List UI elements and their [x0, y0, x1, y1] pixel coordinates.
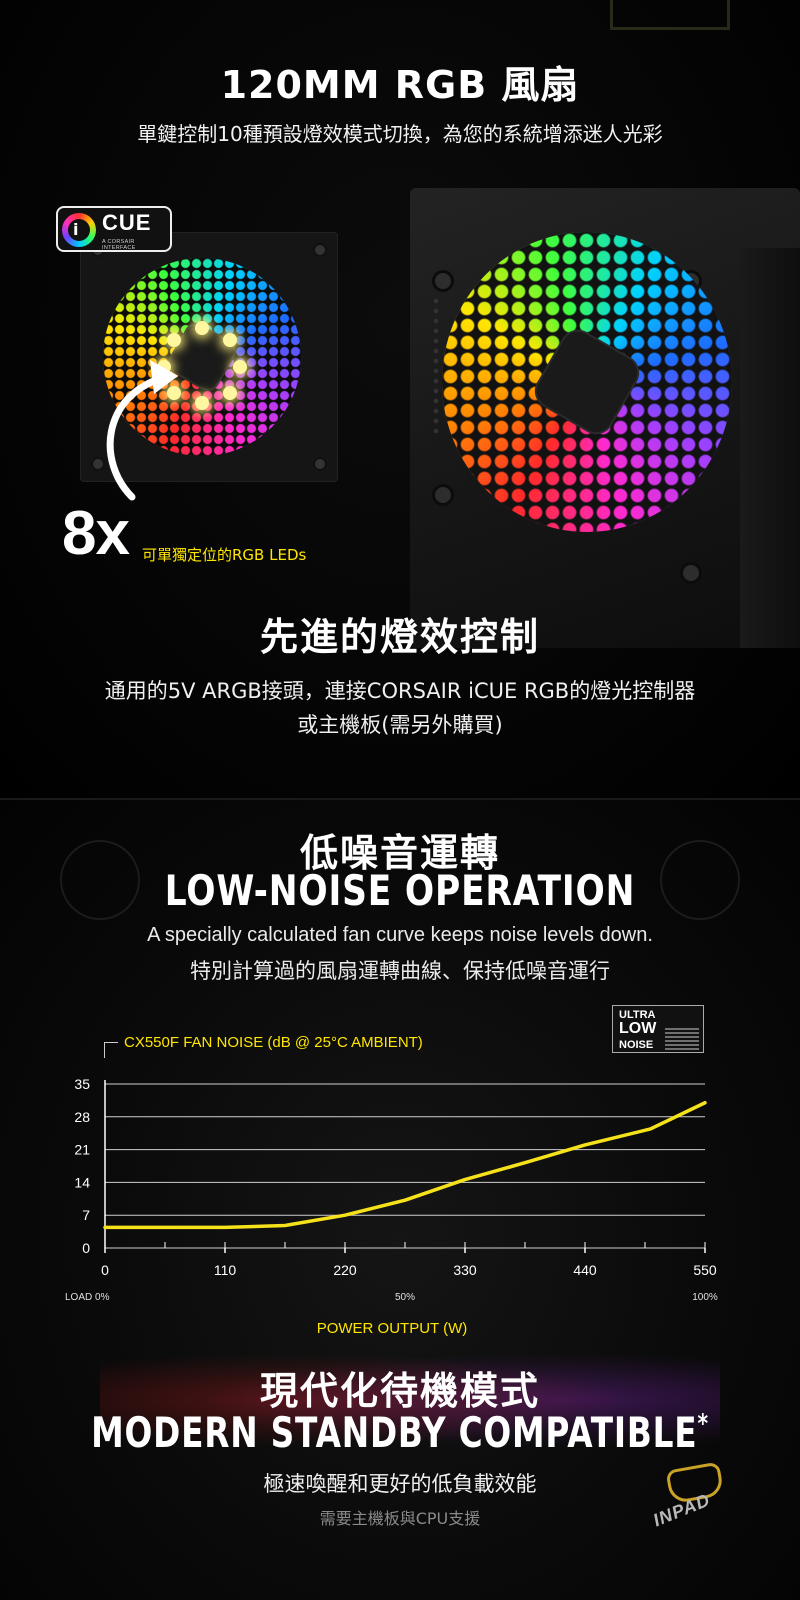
x-tick-label: 330	[453, 1262, 477, 1278]
psu-vents	[432, 296, 440, 436]
led-dot-icon	[167, 386, 181, 400]
x-tick-label: 110	[214, 1262, 237, 1278]
noise-bars-icon	[665, 1028, 699, 1050]
led-dot-icon	[195, 396, 209, 410]
low-noise-title-zh: 低噪音運轉	[299, 831, 500, 875]
y-tick-label: 35	[74, 1076, 90, 1092]
load-label: 100%	[692, 1292, 718, 1303]
small-rgb-fan	[103, 258, 301, 456]
low-noise-title-en: LOW-NOISE OPERATION	[164, 866, 636, 915]
standby-title-zh: 現代化待機模式	[259, 1369, 540, 1413]
screw-icon	[91, 457, 105, 471]
standby-desc: 極速喚醒和更好的低負載效能	[263, 1472, 537, 1496]
led-dot-icon	[195, 321, 209, 335]
fan-noise-chart: 0 7 14 21 28 35 0 110 220 330 440 550 LOAD 0% 50% 100%	[65, 1076, 718, 1303]
low-noise-desc-en: A specially calculated fan curve keeps n…	[147, 924, 653, 946]
standby-note: 需要主機板與CPU支援	[319, 1509, 481, 1528]
led-count: 8x	[62, 499, 130, 568]
chart-title: CX550F FAN NOISE (dB @ 25°C AMBIENT)	[124, 1034, 423, 1051]
y-tick-label: 0	[82, 1240, 90, 1256]
icue-logo-text: CUE	[102, 210, 152, 235]
large-rgb-fan	[442, 232, 732, 532]
rgb-fan-subtitle: 單鍵控制10種預設燈效模式切換，為您的系統增添迷人光彩	[137, 122, 663, 146]
x-tick-label: 220	[333, 1262, 357, 1278]
icue-logo: i CUE A CORSAIR INTERFACE	[56, 206, 172, 252]
icue-logo-sub: A CORSAIR INTERFACE	[102, 239, 136, 251]
rgb-fan-title: 120MM RGB 風扇	[220, 63, 580, 107]
standby-title-en: MODERN STANDBY COMPATIBLE*	[91, 1408, 709, 1457]
led-dot-icon	[233, 360, 247, 374]
led-dot-icon	[223, 333, 237, 347]
ultra-low-noise-badge: ULTRA LOW NOISE	[612, 1005, 704, 1053]
y-tick-label: 21	[74, 1142, 90, 1158]
bg-fan-outline	[60, 840, 140, 920]
y-tick-label: 7	[82, 1207, 90, 1223]
load-label: 50%	[395, 1292, 415, 1303]
x-tick-label: 550	[693, 1262, 717, 1278]
y-tick-label: 28	[74, 1109, 90, 1125]
screw-icon	[313, 243, 327, 257]
screw-icon	[313, 457, 327, 471]
chart-title-bracket	[104, 1042, 118, 1058]
curved-arrow-icon	[106, 360, 178, 501]
led-dot-icon	[223, 386, 237, 400]
screw-icon	[680, 562, 702, 584]
series-line	[103, 1100, 707, 1230]
y-tick-label: 14	[74, 1174, 90, 1190]
x-tick-label: 440	[573, 1262, 597, 1278]
lighting-line-1: 通用的5V ARGB接頭，連接CORSAIR iCUE RGB的燈光控制器	[104, 679, 696, 703]
led-dot-icon	[167, 333, 181, 347]
chart-x-axis-label: POWER OUTPUT (W)	[316, 1320, 468, 1337]
icue-ring-icon: i	[62, 213, 96, 247]
led-count-label: 可單獨定位的RGB LEDs	[142, 546, 307, 564]
lighting-line-2: 或主機板(需另外購買)	[297, 713, 503, 737]
psu-side-panel	[740, 248, 800, 648]
rgb-glow	[100, 1340, 720, 1460]
lighting-title: 先進的燈效控制	[259, 615, 540, 659]
lighting-desc: 通用的5V ARGB接頭，連接CORSAIR iCUE RGB的燈光控制器 或主…	[0, 674, 800, 742]
section-divider	[0, 798, 800, 800]
load-label: LOAD 0%	[65, 1292, 110, 1303]
x-tick-label: 0	[101, 1262, 109, 1278]
low-noise-desc-zh: 特別計算過的風扇運轉曲線、保持低噪音運行	[190, 959, 610, 983]
bg-fan-outline	[660, 840, 740, 920]
corner-triangle-icon	[610, 0, 730, 30]
